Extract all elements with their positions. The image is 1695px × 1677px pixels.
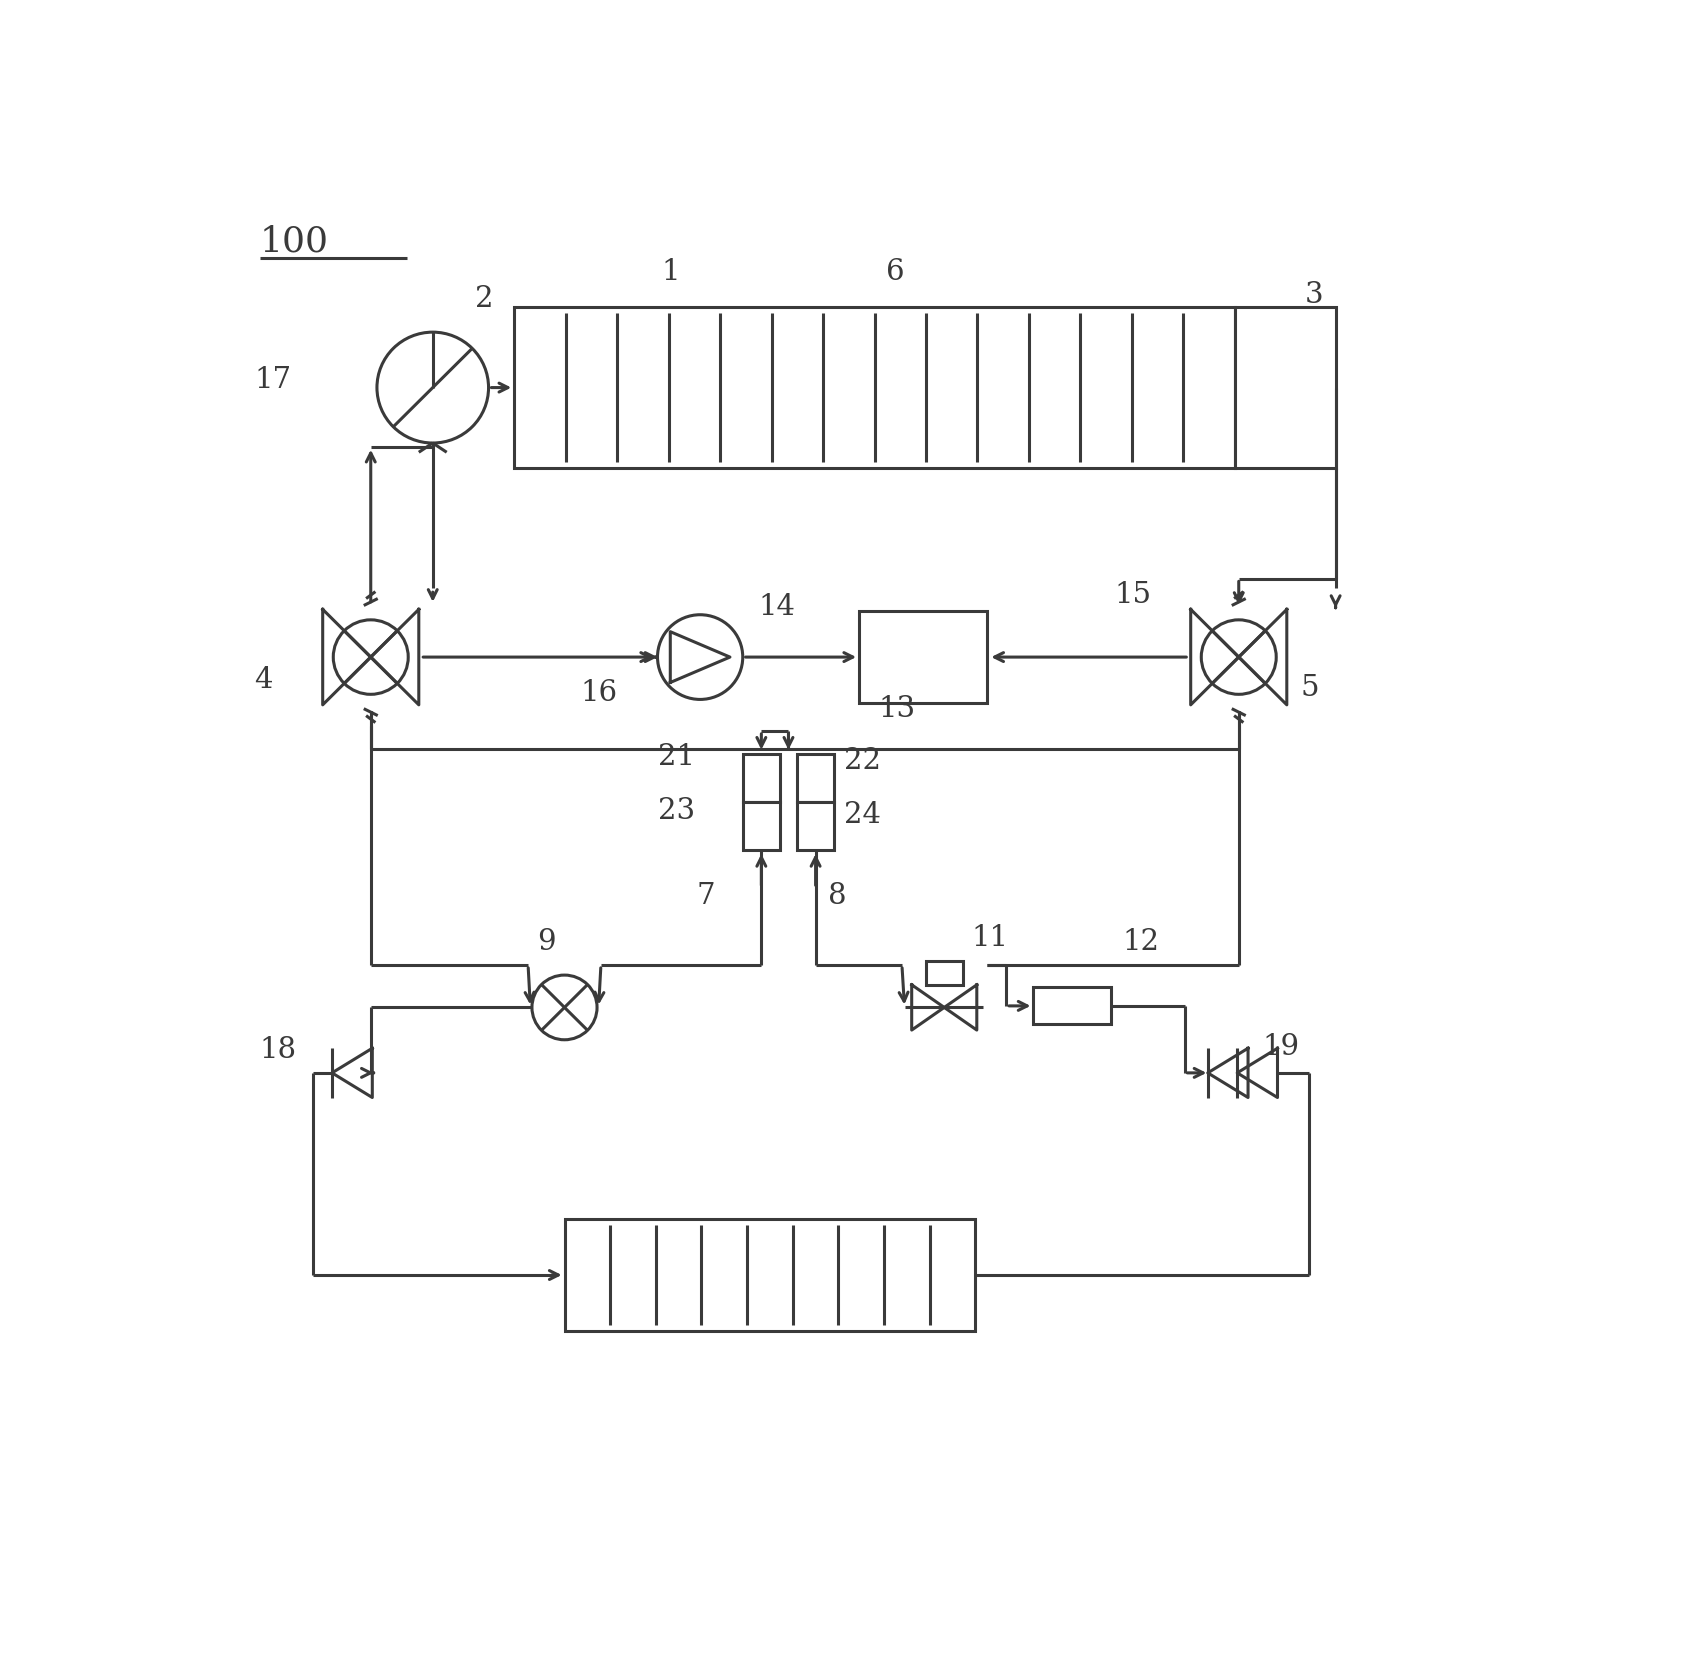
Bar xyxy=(859,610,986,703)
Text: 15: 15 xyxy=(1115,582,1151,609)
Text: 2: 2 xyxy=(475,285,493,314)
Bar xyxy=(742,802,780,850)
Bar xyxy=(925,961,963,986)
Text: 13: 13 xyxy=(878,694,915,723)
Bar xyxy=(742,755,780,802)
Text: 7: 7 xyxy=(697,882,715,911)
Text: 100: 100 xyxy=(259,225,329,258)
Text: 17: 17 xyxy=(254,366,292,394)
Text: 16: 16 xyxy=(580,679,617,708)
Text: 18: 18 xyxy=(259,1036,297,1063)
Text: 4: 4 xyxy=(254,666,273,694)
Text: 21: 21 xyxy=(658,743,695,771)
Bar xyxy=(514,307,1236,468)
Bar xyxy=(797,802,834,850)
Text: 8: 8 xyxy=(827,882,846,911)
Text: 11: 11 xyxy=(971,924,1009,953)
Text: 3: 3 xyxy=(1305,282,1324,309)
Text: 19: 19 xyxy=(1263,1033,1298,1062)
Text: 9: 9 xyxy=(537,927,556,956)
Bar xyxy=(797,755,834,802)
Text: 6: 6 xyxy=(886,258,905,287)
Bar xyxy=(1236,307,1336,468)
Text: 24: 24 xyxy=(844,802,880,828)
Bar xyxy=(1034,988,1110,1025)
Text: 1: 1 xyxy=(661,258,680,287)
Text: 5: 5 xyxy=(1300,674,1319,703)
Bar xyxy=(564,1219,975,1332)
Text: 22: 22 xyxy=(844,746,880,775)
Text: 14: 14 xyxy=(758,594,795,620)
Text: 12: 12 xyxy=(1122,927,1159,956)
Text: 23: 23 xyxy=(658,797,695,825)
